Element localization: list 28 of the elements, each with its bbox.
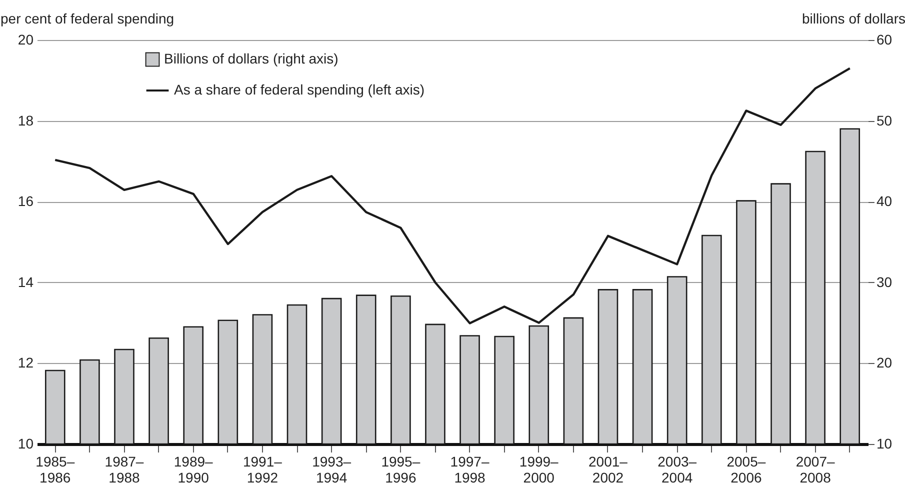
y2-tick-label: 30 — [876, 274, 892, 290]
x-tick-label: 2001–2002 — [588, 454, 628, 486]
x-tick-label: 2003–2004 — [658, 454, 697, 486]
y-tick-label: 18 — [18, 112, 34, 128]
y2-tick-label: 10 — [876, 436, 892, 452]
legend-label: As a share of federal spending (left axis) — [174, 82, 425, 98]
y-tick-label: 20 — [18, 32, 34, 48]
x-tick-label: 1989–1990 — [174, 454, 214, 486]
y-tick-label: 16 — [18, 193, 34, 210]
x-tick-label: 1997–1998 — [450, 454, 490, 486]
x-tick-label: 2007–2008 — [796, 454, 835, 486]
x-tick-label: 2005–2006 — [726, 454, 766, 486]
y-tick-label: 14 — [18, 274, 34, 290]
legend-label: Billions of dollars (right axis) — [164, 50, 338, 66]
x-tick-label: 1991–1992 — [242, 454, 282, 486]
y2-tick-label: 40 — [876, 193, 892, 210]
x-tick-label: 1993–1994 — [312, 454, 352, 486]
y-tick-label: 10 — [18, 436, 34, 452]
x-tick-label: 1999–2000 — [519, 454, 559, 486]
y2-tick-label: 60 — [876, 32, 892, 48]
y2-tick-label: 20 — [876, 354, 892, 371]
y2-tick-label: 50 — [876, 112, 892, 128]
y-tick-label: 12 — [18, 354, 34, 371]
x-tick-label: 1985–1986 — [36, 454, 75, 486]
y2-axis-title: billions of dollars — [802, 10, 905, 26]
x-tick-label: 1987–1988 — [104, 454, 144, 486]
x-tick-label: 1995–1996 — [381, 454, 420, 486]
y-axis-title: per cent of federal spending — [0, 10, 174, 26]
